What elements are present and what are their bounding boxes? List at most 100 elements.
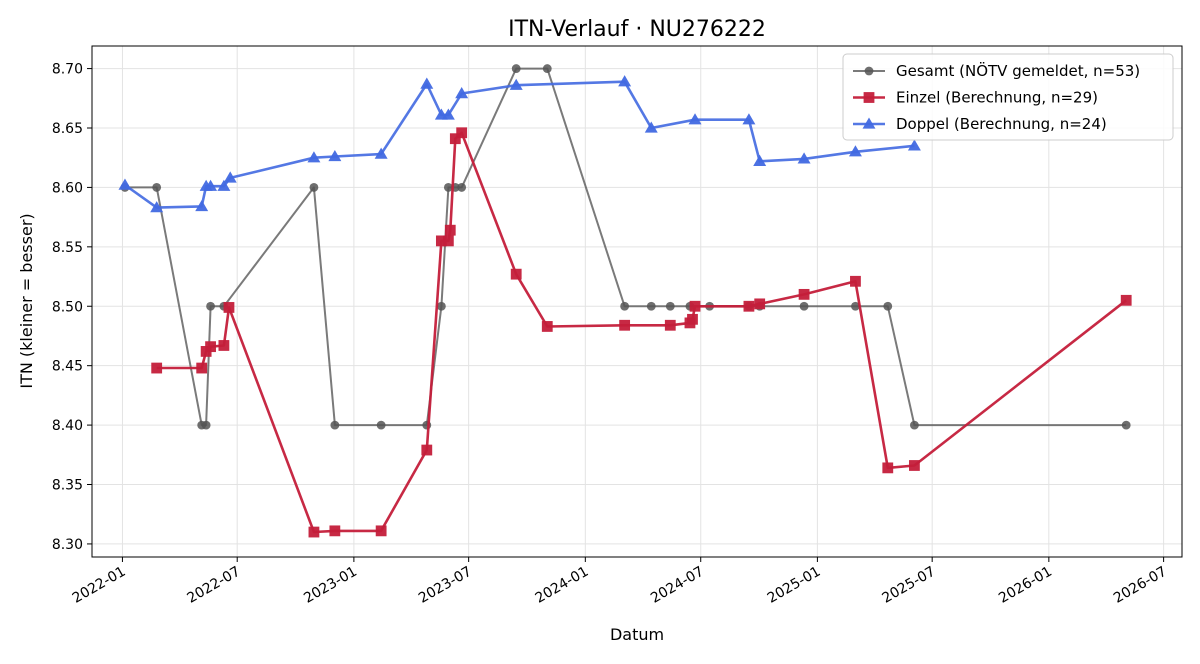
data-point: [223, 302, 235, 313]
data-point: [421, 444, 433, 456]
series-line: [125, 67, 1127, 427]
data-point: [444, 224, 456, 236]
data-point: [907, 139, 921, 151]
x-tick-label: 2026-07: [1111, 564, 1170, 607]
data-point: [375, 525, 387, 537]
series-line: [124, 80, 915, 209]
y-tick-label: 8.40: [52, 418, 83, 434]
data-point: [443, 183, 453, 192]
data-point: [205, 341, 216, 353]
data-point: [664, 319, 676, 331]
legend-label: Einzel (Berechnung, n=29): [896, 89, 1098, 107]
data-point: [754, 298, 766, 310]
series-1: [120, 64, 1131, 430]
data-point: [150, 201, 164, 213]
x-tick-label: 2025-01: [765, 564, 824, 607]
data-point: [688, 113, 702, 125]
data-point: [665, 301, 675, 311]
chart-title: ITN-Verlauf · NU276222: [508, 17, 766, 42]
data-point: [223, 171, 237, 183]
data-point: [848, 145, 862, 157]
legend-label: Gesamt (NÖTV gemeldet, n=53): [896, 61, 1140, 80]
x-tick-label: 2023-01: [301, 564, 360, 607]
data-point: [882, 462, 894, 474]
x-tick-label: 2026-01: [996, 564, 1055, 607]
data-point: [619, 319, 631, 331]
data-point: [374, 147, 388, 159]
data-point: [152, 183, 162, 192]
data-point: [308, 526, 320, 538]
data-point: [687, 313, 698, 325]
data-point: [883, 301, 893, 311]
data-point: [620, 301, 630, 311]
legend-label: Doppel (Berechnung, n=24): [896, 115, 1107, 133]
legend-box: [842, 53, 1174, 141]
data-point: [753, 154, 767, 166]
x-tick-label: 2024-07: [648, 564, 707, 607]
data-point: [542, 64, 552, 73]
x-tick-label: 2022-07: [185, 564, 244, 607]
y-tick-label: 8.55: [52, 240, 83, 256]
data-point: [541, 321, 553, 332]
data-point: [797, 152, 811, 164]
data-point: [799, 301, 809, 311]
data-point: [909, 460, 920, 471]
y-tick-label: 8.30: [52, 537, 83, 553]
series-2: [151, 127, 1132, 538]
data-point: [742, 113, 756, 125]
data-point: [646, 301, 656, 311]
data-point: [851, 301, 860, 311]
data-point: [509, 78, 523, 90]
y-tick-label: 8.45: [52, 359, 83, 375]
data-point: [217, 179, 231, 191]
data-point: [644, 121, 658, 133]
data-point: [218, 340, 230, 351]
data-point: [435, 235, 447, 247]
data-point: [204, 179, 218, 191]
data-point: [201, 420, 211, 430]
legend-marker: [863, 92, 875, 103]
data-point: [330, 420, 340, 430]
data-point: [206, 301, 215, 311]
data-point: [196, 362, 208, 374]
series-line: [156, 131, 1127, 534]
data-point: [449, 133, 461, 145]
data-point: [618, 75, 632, 87]
data-point: [195, 199, 209, 212]
data-point: [511, 64, 521, 73]
data-point: [329, 525, 341, 537]
legend-marker: [864, 66, 874, 76]
series-3: [118, 75, 921, 213]
data-point: [689, 300, 701, 312]
data-point: [151, 362, 163, 374]
y-tick-label: 8.70: [52, 62, 83, 78]
data-point: [456, 127, 468, 139]
plot-frame: [91, 45, 1183, 558]
data-point: [1121, 420, 1131, 430]
data-point: [307, 151, 321, 163]
x-tick-label: 2024-01: [533, 564, 592, 607]
x-tick-label: 2025-07: [880, 564, 939, 607]
x-tick-label: 2022-01: [70, 564, 129, 607]
data-point: [436, 301, 446, 311]
data-point: [420, 77, 434, 89]
data-point: [457, 183, 467, 192]
y-tick-label: 8.35: [52, 478, 83, 494]
data-point: [455, 87, 469, 99]
y-tick-label: 8.65: [52, 121, 83, 137]
data-point: [798, 288, 810, 300]
data-point: [910, 420, 919, 430]
data-point: [118, 178, 132, 190]
x-tick-label: 2023-07: [416, 564, 475, 607]
data-point: [743, 300, 755, 312]
axes: 8.30 8.35 8.40 8.45 8.50 8.55 8.60 8.65 8.70 2022…: [52, 62, 1170, 607]
data-point: [510, 268, 522, 280]
data-point: [328, 150, 342, 162]
legend-marker: [862, 117, 876, 129]
y-tick-label: 8.50: [52, 299, 83, 315]
data-point: [441, 108, 455, 120]
data-point: [442, 235, 454, 247]
x-axis-label: Datum: [610, 625, 664, 644]
